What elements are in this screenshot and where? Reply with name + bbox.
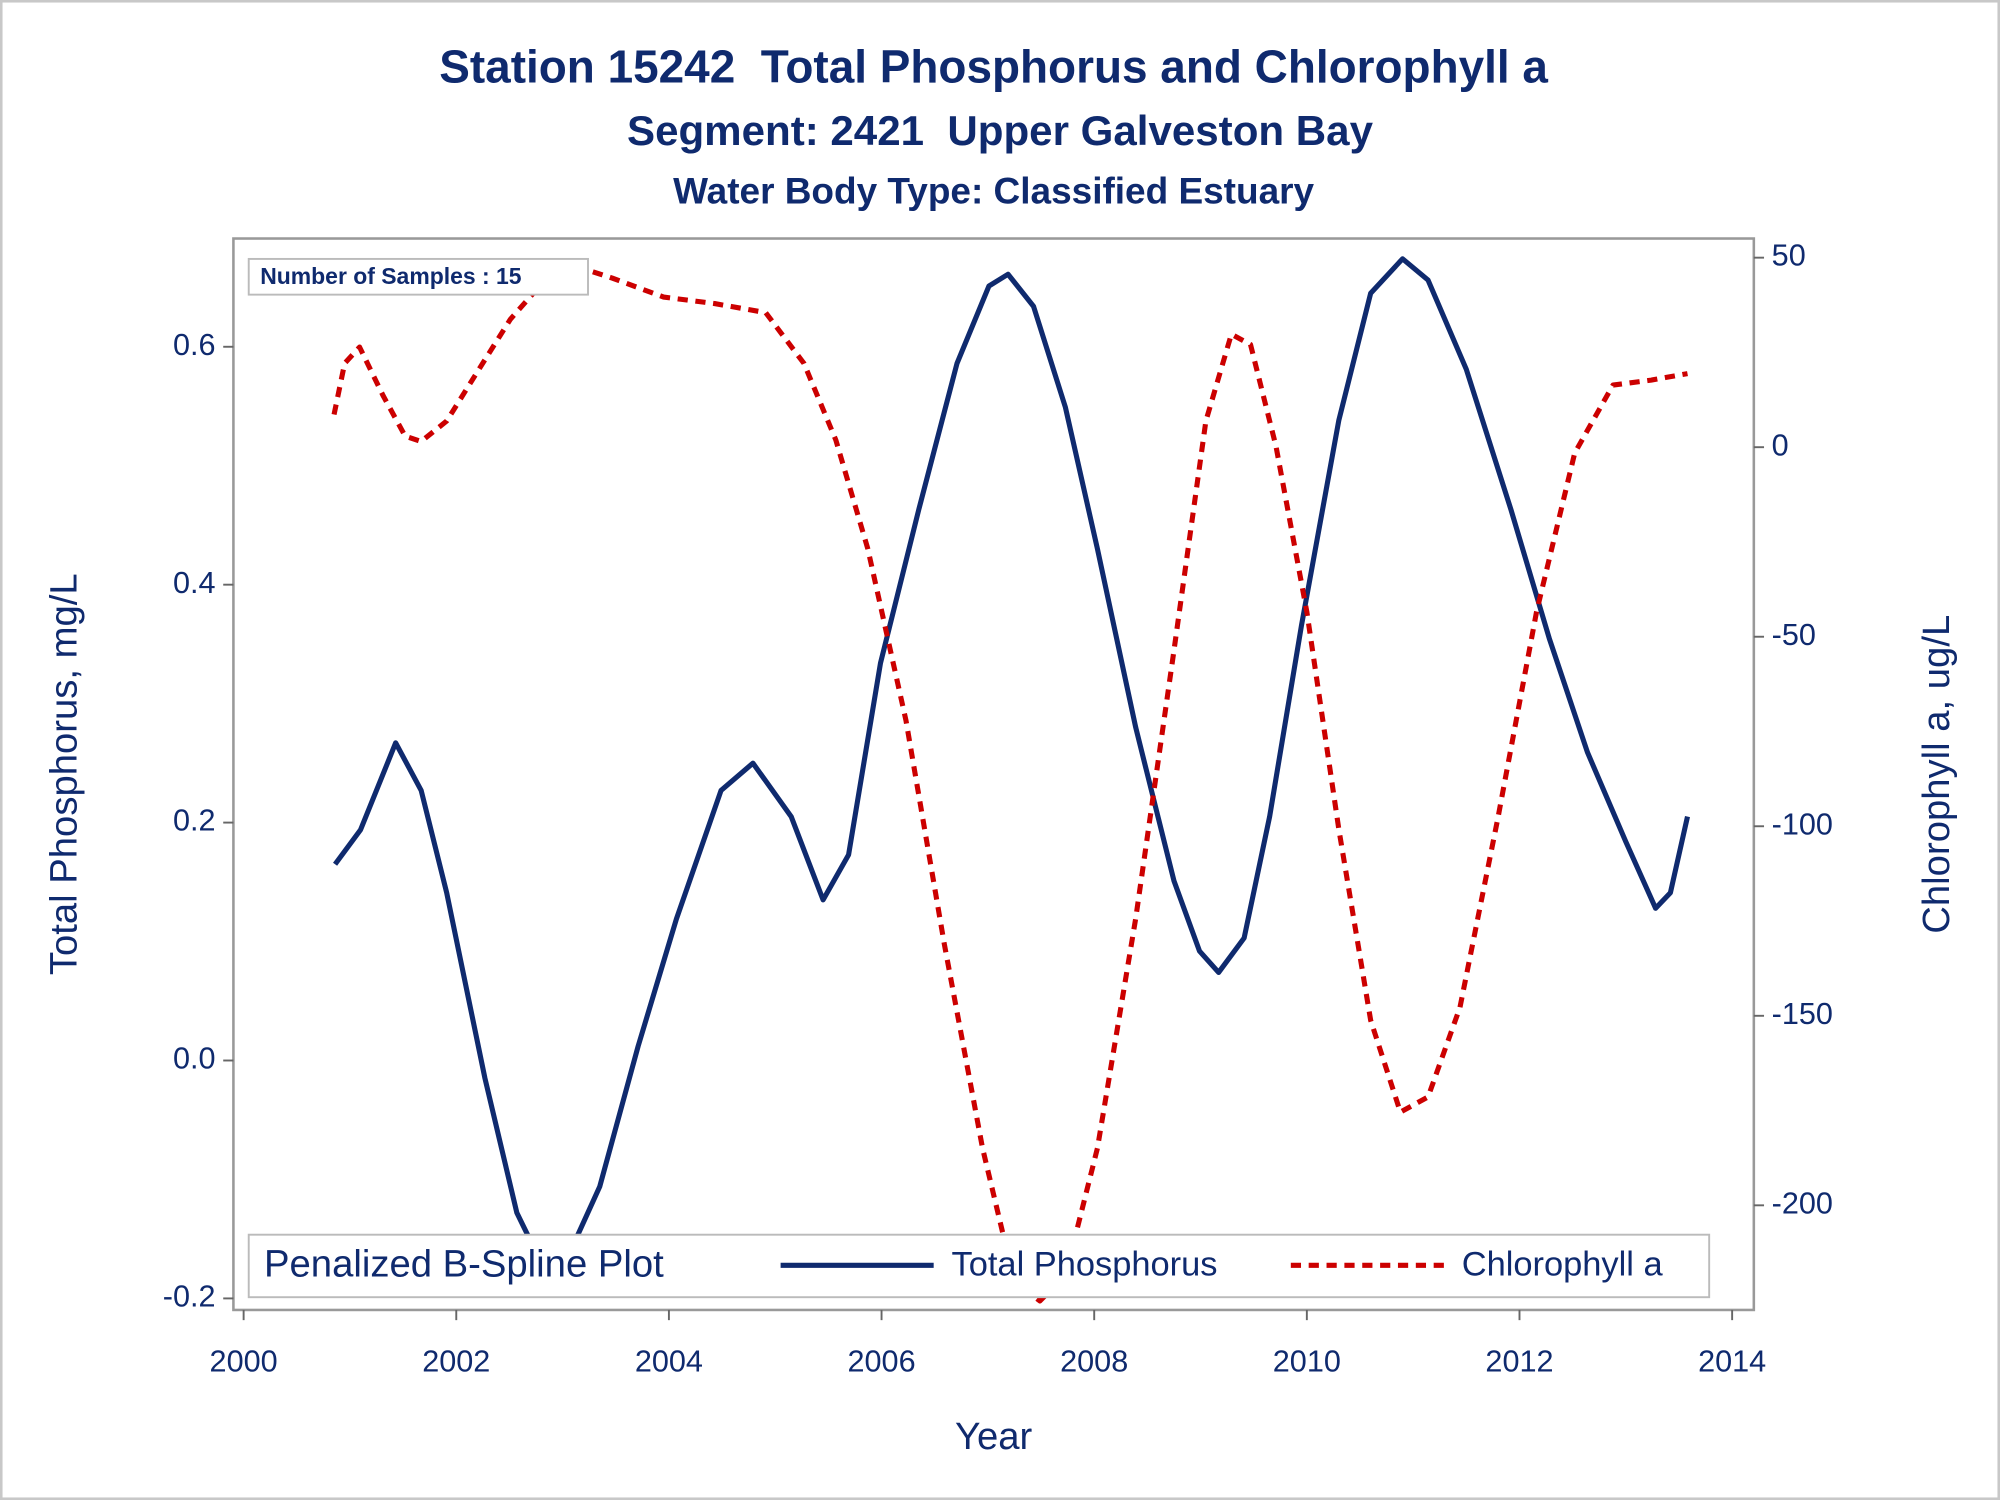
y2-tick-label: -50 xyxy=(1772,618,1816,652)
legend-title: Penalized B-Spline Plot xyxy=(264,1243,664,1286)
legend-box xyxy=(247,1233,1711,1299)
y-tick-label: -0.2 xyxy=(163,1280,216,1314)
legend-label: Total Phosphorus xyxy=(952,1246,1218,1284)
plot-area xyxy=(232,237,1756,1312)
y-tick-label: 0.6 xyxy=(173,328,216,362)
chart-title: Station 15242 Total Phosphorus and Chlor… xyxy=(439,40,1548,92)
y2-axis-label: Chlorophyll a, ug/L xyxy=(1915,615,1958,934)
y2-tick-label: -200 xyxy=(1772,1186,1833,1220)
x-tick-label: 2012 xyxy=(1485,1345,1553,1379)
x-tick-label: 2000 xyxy=(210,1345,278,1379)
legend-label: Chlorophyll a xyxy=(1462,1246,1664,1284)
y2-tick-label: 0 xyxy=(1772,428,1789,462)
y-axis-label: Total Phosphorus, mg/L xyxy=(42,573,85,975)
annotation-box xyxy=(247,257,589,296)
x-tick-label: 2006 xyxy=(848,1345,916,1379)
x-tick-label: 2010 xyxy=(1273,1345,1341,1379)
x-tick-label: 2002 xyxy=(422,1345,490,1379)
x-tick-label: 2008 xyxy=(1060,1345,1128,1379)
x-tick-label: 2004 xyxy=(635,1345,703,1379)
y-tick-label: 0.4 xyxy=(173,566,216,600)
y2-tick-label: 50 xyxy=(1772,239,1806,273)
y2-tick-label: -100 xyxy=(1772,807,1833,841)
x-tick-label: 2014 xyxy=(1698,1345,1766,1379)
y-tick-label: 0.2 xyxy=(173,804,216,838)
annotation: Number of Samples : 15 xyxy=(260,263,522,289)
chart-subtitle: Segment: 2421 Upper Galveston Bay xyxy=(627,107,1374,154)
y-tick-label: 0.0 xyxy=(173,1042,216,1076)
y2-tick-label: -150 xyxy=(1772,997,1833,1031)
chart-subtitle: Water Body Type: Classified Estuary xyxy=(673,171,1314,212)
x-axis-label: Year xyxy=(955,1415,1033,1458)
